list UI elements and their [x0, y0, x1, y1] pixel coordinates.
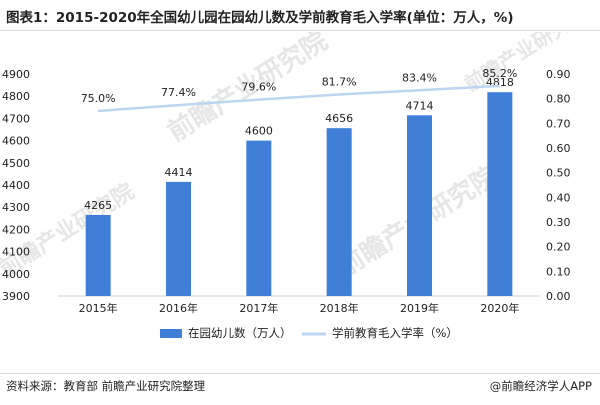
bar: [487, 92, 513, 296]
x-tick-label: 2015年: [79, 301, 118, 315]
legend: 在园幼儿数（万人） 学前教育毛入学率（%）: [160, 326, 458, 340]
y-left-tick-label: 4400: [2, 179, 30, 192]
bar-value-label: 4414: [165, 166, 193, 179]
bar: [246, 140, 272, 296]
y-right-tick-label: 0.00: [546, 290, 571, 303]
y-left-tick-label: 4800: [2, 90, 30, 103]
source-note: 资料来源：教育部 前瞻产业研究院整理: [6, 379, 206, 393]
bar-value-label: 4714: [406, 99, 434, 112]
chart: 前瞻产业研究院 前瞻产业研究院 前瞻产业研究院 前瞻产业研究 390040004…: [0, 32, 574, 340]
legend-bar-swatch: [160, 329, 182, 338]
y-right-tick-label: 0.90: [546, 68, 571, 81]
y-left-tick-label: 4200: [2, 223, 30, 236]
bar-value-label: 4656: [325, 112, 353, 125]
line-series: 75.0% 77.4% 79.6% 81.7% 83.4% 85.2%: [81, 67, 517, 113]
x-tick-label: 2016年: [159, 301, 198, 315]
legend-bar-label: 在园幼儿数（万人）: [188, 326, 292, 340]
y-left-tick-label: 4000: [2, 268, 30, 281]
legend-line-label: 学前教育毛入学率（%）: [332, 326, 458, 340]
x-tick-label: 2018年: [320, 301, 359, 315]
line-value-label: 81.7%: [322, 75, 357, 88]
x-tick-label: 2019年: [400, 301, 439, 315]
y-left-tick-label: 3900: [2, 290, 30, 303]
footer-divider: [0, 373, 600, 374]
y-left-tick-label: 4100: [2, 246, 30, 259]
brand-credit: @前瞻经济学人APP: [488, 378, 592, 394]
y-right-tick-label: 0.50: [546, 167, 571, 180]
y-right-tick-label: 0.70: [546, 117, 571, 130]
y-right-tick-label: 0.30: [546, 216, 571, 229]
bar-value-label: 4265: [84, 199, 112, 212]
bar: [407, 115, 432, 297]
bar: [85, 214, 111, 296]
brand-label: @前瞻经济学人APP: [489, 379, 592, 393]
bar: [326, 128, 352, 296]
x-tick-label: 2020年: [480, 301, 519, 315]
y-right-tick-label: 0.60: [546, 142, 571, 155]
line-value-label: 75.0%: [81, 92, 116, 105]
chart-title: 图表1：2015-2020年全国幼儿园在园幼儿数及学前教育毛入学率(单位：万人，…: [6, 10, 514, 26]
line-value-label: 85.2%: [482, 67, 517, 80]
title-divider: [0, 30, 600, 31]
y-right-tick-label: 0.10: [546, 265, 571, 278]
line-value-label: 79.6%: [241, 81, 276, 94]
y-left-tick-label: 4900: [2, 68, 30, 81]
bar-value-label: 4600: [245, 125, 273, 138]
x-tick-label: 2017年: [239, 301, 278, 315]
y-right-tick-label: 0.80: [546, 93, 571, 106]
y-right-tick-label: 0.40: [546, 191, 571, 204]
y-left-tick-label: 4600: [2, 135, 30, 148]
line-value-label: 83.4%: [402, 71, 437, 84]
y-left-tick-label: 4700: [2, 112, 30, 125]
line-path: [98, 84, 500, 113]
line-value-label: 77.4%: [161, 86, 196, 99]
y-left-tick-label: 4300: [2, 201, 30, 214]
axes: 3900 4000 4100 4200 4300 4400 4500 4600 4700 4800…: [2, 68, 571, 315]
y-right-tick-label: 0.20: [546, 241, 571, 254]
y-left-tick-label: 4500: [2, 157, 30, 170]
bar: [166, 181, 191, 296]
